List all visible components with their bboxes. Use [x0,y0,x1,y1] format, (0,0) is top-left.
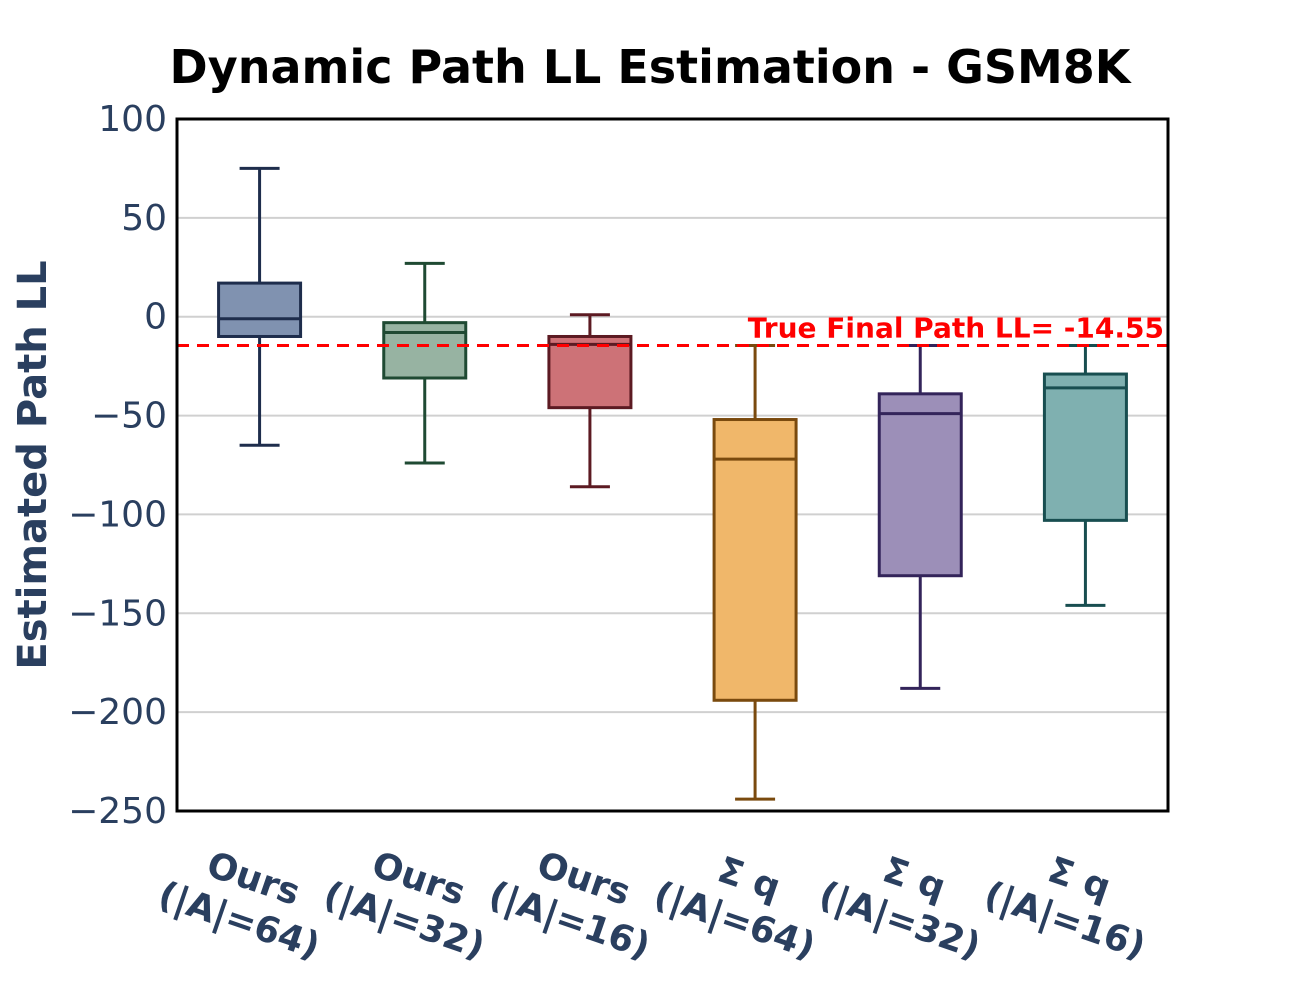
x-tick-label: Σ q(|A|=32) [814,833,1000,968]
box-4 [712,343,798,801]
x-tick-label: Σ q(|A|=64) [649,833,835,968]
interquartile-box [217,281,303,338]
reference-line-group: True Final Path LL= -14.55 [177,311,1168,347]
box-2 [382,261,468,465]
box-5 [877,343,963,690]
interquartile-box [712,418,798,702]
y-tick-label: −250 [68,791,167,832]
y-tick-label: 100 [98,99,167,140]
y-axis-ticks: 100 50 0 −50 −100 −150 −200 −250 [68,99,167,832]
y-tick-label: 0 [144,297,167,338]
y-tick-label: −200 [68,692,167,733]
y-tick-label: −100 [68,494,167,535]
y-tick-label: 50 [121,198,167,239]
y-tick-label: −150 [68,593,167,634]
y-axis-label: Estimated Path LL [10,260,56,669]
x-tick-label: Σ q(|A|=16) [979,833,1165,968]
interquartile-box [877,392,963,578]
reference-line-label: True Final Path LL= -14.55 [748,311,1164,344]
interquartile-box [547,334,633,410]
interquartile-box [382,321,468,380]
y-tick-label: −50 [91,396,167,437]
box-series [217,166,1128,801]
x-axis-ticks: Ours(|A|=64) Ours(|A|=32) Ours(|A|=16) Σ q(… [153,833,1165,968]
chart-title: Dynamic Path LL Estimation - GSM8K [170,40,1133,94]
box-1 [217,166,303,447]
box-6 [1042,343,1128,607]
interquartile-box [1042,372,1128,522]
plot-frame [175,117,1170,813]
box-3 [547,313,633,489]
grid-lines [177,216,1168,714]
x-tick-label: Ours(|A|=32) [318,833,504,968]
x-tick-label: Ours(|A|=16) [484,833,670,968]
x-tick-label: Ours(|A|=64) [153,833,339,968]
